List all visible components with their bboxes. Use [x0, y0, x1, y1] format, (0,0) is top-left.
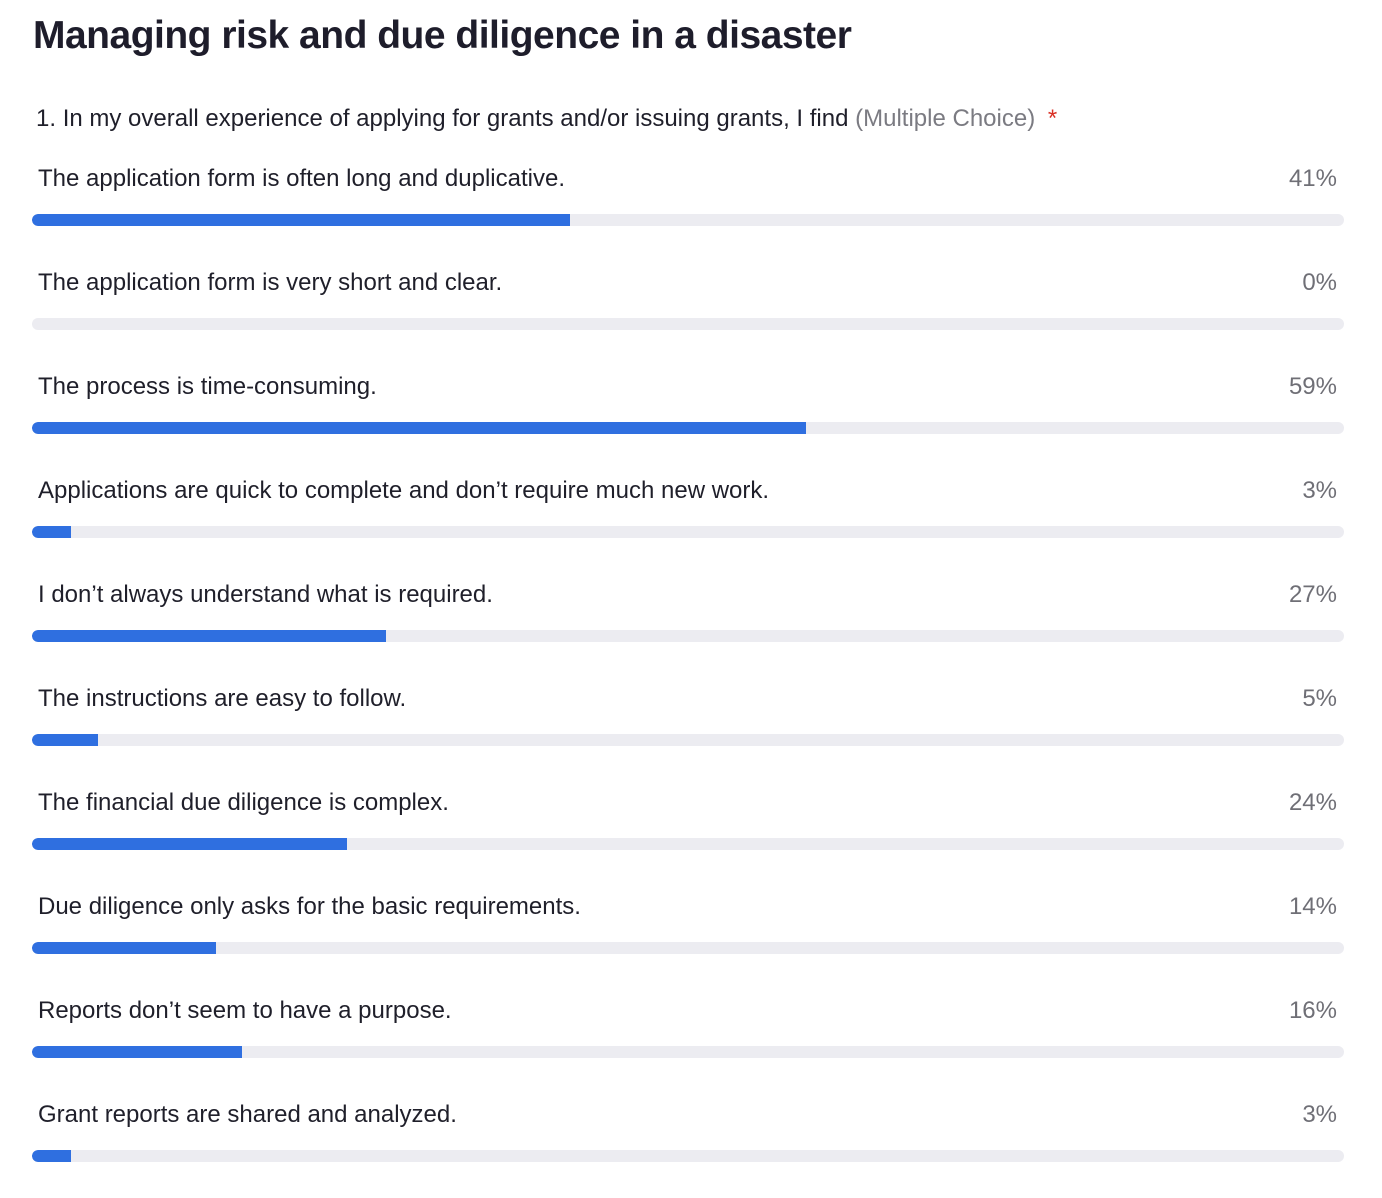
result-bar-track: [32, 734, 1344, 746]
question-type-label: (Multiple Choice): [855, 105, 1036, 132]
result-bar-fill: [32, 1046, 242, 1058]
result-bar-track: [32, 318, 1344, 330]
result-bar-track: [32, 1150, 1344, 1162]
result-bar-fill: [32, 422, 807, 434]
result-bar-track: [32, 1046, 1344, 1058]
page-title: Managing risk and due diligence in a dis…: [33, 14, 852, 57]
answer-option: The process is time-consuming. 59%: [32, 366, 1344, 470]
result-bar-fill: [32, 526, 72, 538]
result-bar-fill: [32, 214, 570, 226]
option-percentage: 27%: [1288, 581, 1337, 608]
answer-option: The instructions are easy to follow. 5%: [32, 678, 1344, 782]
question-text: In my overall experience of applying for…: [62, 105, 849, 132]
answer-option: The application form is very short and c…: [32, 262, 1344, 366]
option-label: The instructions are easy to follow.: [38, 685, 407, 712]
option-percentage: 3%: [1302, 1101, 1337, 1128]
result-bar-track: [32, 526, 1344, 538]
result-bar-track: [32, 942, 1344, 954]
result-bar-fill: [32, 1150, 72, 1162]
result-bar-track: [32, 214, 1344, 226]
option-label: Applications are quick to complete and d…: [38, 477, 770, 504]
result-bar-fill: [32, 838, 347, 850]
option-label: The process is time-consuming.: [38, 373, 377, 400]
option-percentage: 3%: [1302, 477, 1337, 504]
option-label: The application form is often long and d…: [38, 165, 565, 192]
result-bar-track: [32, 422, 1344, 434]
result-bar-fill: [32, 942, 216, 954]
answer-option: Applications are quick to complete and d…: [32, 470, 1344, 574]
option-percentage: 59%: [1288, 373, 1337, 400]
answer-options-list: The application form is often long and d…: [32, 158, 1344, 1198]
answer-option: The application form is often long and d…: [32, 158, 1344, 262]
result-bar-track: [32, 838, 1344, 850]
answer-option: Due diligence only asks for the basic re…: [32, 886, 1344, 990]
option-label: Reports don’t seem to have a purpose.: [38, 997, 452, 1024]
option-label: The application form is very short and c…: [38, 269, 503, 296]
option-percentage: 16%: [1288, 997, 1337, 1024]
answer-option: I don’t always understand what is requir…: [32, 574, 1344, 678]
result-bar-fill: [32, 734, 98, 746]
answer-option: Reports don’t seem to have a purpose. 16…: [32, 990, 1344, 1094]
question-number: 1.: [36, 105, 57, 132]
result-bar-fill: [32, 630, 387, 642]
option-percentage: 14%: [1288, 893, 1337, 920]
answer-option: The financial due diligence is complex. …: [32, 782, 1344, 886]
result-bar-track: [32, 630, 1344, 642]
option-percentage: 24%: [1288, 789, 1337, 816]
option-label: Due diligence only asks for the basic re…: [38, 893, 581, 920]
required-asterisk: *: [1047, 105, 1058, 132]
option-percentage: 5%: [1302, 685, 1337, 712]
option-percentage: 41%: [1288, 165, 1337, 192]
answer-option: Grant reports are shared and analyzed. 3…: [32, 1094, 1344, 1198]
question-prompt: 1. In my overall experience of applying …: [36, 102, 1057, 136]
option-percentage: 0%: [1302, 269, 1337, 296]
option-label: The financial due diligence is complex.: [38, 789, 449, 816]
option-label: I don’t always understand what is requir…: [38, 581, 493, 608]
option-label: Grant reports are shared and analyzed.: [38, 1101, 457, 1128]
